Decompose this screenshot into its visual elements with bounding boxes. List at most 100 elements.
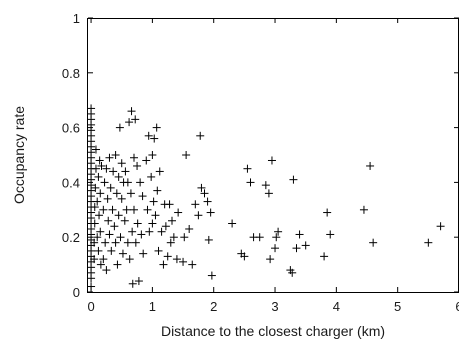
data-point xyxy=(125,255,134,264)
data-point xyxy=(179,257,188,266)
data-point xyxy=(128,279,137,288)
data-point xyxy=(149,197,158,206)
data-point xyxy=(105,153,114,162)
data-point xyxy=(366,161,375,170)
data-point xyxy=(292,244,301,253)
data-point xyxy=(163,252,172,261)
data-point xyxy=(204,235,213,244)
data-point xyxy=(121,167,130,176)
data-point xyxy=(246,178,255,187)
y-tick-label: 0.8 xyxy=(62,66,80,81)
data-point xyxy=(131,238,140,247)
data-point xyxy=(101,238,110,247)
data-point xyxy=(169,233,178,242)
data-point xyxy=(136,178,145,187)
y-axis-title: Occupancy rate xyxy=(11,106,27,204)
data-point xyxy=(151,211,160,220)
data-point xyxy=(243,164,252,173)
x-axis: 0 1 2 3 4 5 6 xyxy=(87,18,459,314)
data-point xyxy=(159,260,168,269)
data-point xyxy=(323,208,332,217)
data-point xyxy=(255,233,264,242)
data-point xyxy=(301,241,310,250)
data-point xyxy=(107,246,116,255)
data-point xyxy=(94,172,103,181)
data-point xyxy=(150,134,159,143)
data-point xyxy=(115,123,124,132)
data-point xyxy=(90,255,99,264)
y-tick-label: 1 xyxy=(73,11,80,26)
y-tick-label: 0.4 xyxy=(62,175,80,190)
data-point xyxy=(197,183,206,192)
x-tick-label: 5 xyxy=(394,299,401,314)
data-point xyxy=(87,104,96,113)
data-point xyxy=(369,238,378,247)
data-point xyxy=(94,246,103,255)
data-point xyxy=(261,181,270,190)
data-point xyxy=(134,277,143,286)
data-point xyxy=(105,230,114,239)
data-point xyxy=(91,183,100,192)
data-point xyxy=(267,156,276,165)
data-point xyxy=(120,216,129,225)
data-point xyxy=(93,233,102,242)
data-point xyxy=(359,205,368,214)
data-point xyxy=(206,208,215,217)
data-point xyxy=(123,238,132,247)
data-point xyxy=(207,271,216,280)
data-point xyxy=(326,230,335,239)
data-points xyxy=(87,104,445,291)
data-point xyxy=(128,227,137,236)
data-point xyxy=(295,230,304,239)
data-point xyxy=(185,224,194,233)
data-point xyxy=(436,222,445,231)
data-point xyxy=(165,200,174,209)
data-point xyxy=(143,205,152,214)
data-point xyxy=(131,115,140,124)
data-point xyxy=(152,123,161,132)
data-point xyxy=(96,260,105,269)
data-point xyxy=(114,172,123,181)
data-point xyxy=(117,159,126,168)
data-point xyxy=(93,197,102,206)
data-point xyxy=(145,227,154,236)
data-point xyxy=(108,205,117,214)
data-point xyxy=(154,246,163,255)
data-point xyxy=(228,219,237,228)
data-point xyxy=(142,156,151,165)
data-point xyxy=(112,189,121,198)
data-point xyxy=(240,252,249,261)
data-point xyxy=(133,161,142,170)
data-point xyxy=(91,145,100,154)
data-point xyxy=(129,205,138,214)
x-tick-label: 4 xyxy=(333,299,340,314)
data-point xyxy=(139,249,148,258)
data-point xyxy=(271,244,280,253)
data-point xyxy=(155,167,164,176)
x-axis-title: Distance to the closest charger (km) xyxy=(161,323,385,339)
data-point xyxy=(148,219,157,228)
data-point xyxy=(182,151,191,159)
data-point xyxy=(266,255,275,264)
data-point xyxy=(95,156,104,165)
data-point xyxy=(424,238,433,247)
data-point xyxy=(148,151,157,159)
data-point xyxy=(168,216,177,225)
data-point xyxy=(96,227,105,236)
x-tick-label: 1 xyxy=(149,299,156,314)
data-point xyxy=(196,131,205,140)
data-point xyxy=(200,189,209,198)
data-point xyxy=(96,189,105,198)
data-point xyxy=(99,255,108,264)
data-point xyxy=(153,186,162,195)
data-point xyxy=(103,194,112,203)
data-point xyxy=(191,200,200,209)
data-point xyxy=(113,260,122,269)
data-point xyxy=(174,208,183,217)
y-tick-label: 0.6 xyxy=(62,121,80,136)
y-tick-label: 0.2 xyxy=(62,230,80,245)
data-point xyxy=(264,189,273,198)
data-point xyxy=(111,151,120,159)
data-point xyxy=(320,252,329,261)
data-point xyxy=(90,219,99,228)
